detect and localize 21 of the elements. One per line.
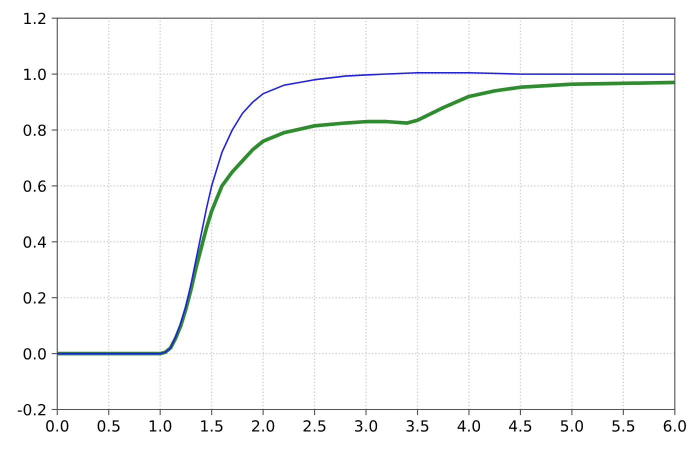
x-tick-label: 5.5: [612, 420, 634, 432]
y-tick-label: 1.2: [24, 12, 46, 24]
y-tick-label: 0.6: [24, 180, 46, 192]
x-tick-label: 1.0: [150, 420, 172, 432]
y-tick-label: 0.8: [24, 124, 46, 136]
y-tick-label: 0.2: [24, 292, 46, 304]
y-tick-label: 0.4: [24, 236, 46, 248]
x-tick-label: 3.5: [406, 420, 428, 432]
y-tick-label: 1.0: [24, 68, 46, 80]
y-tick-label: -0.2: [18, 404, 46, 416]
x-tick-label: 0.0: [46, 420, 68, 432]
x-tick-label: 6.0: [664, 420, 686, 432]
x-tick-label: 3.0: [355, 420, 378, 432]
x-tick-label: 5.0: [560, 420, 584, 432]
x-tick-label: 2.5: [304, 420, 326, 432]
x-tick-label: 4.5: [509, 420, 532, 432]
x-tick-label: 2.0: [252, 420, 274, 432]
x-tick-label: 0.5: [98, 420, 120, 432]
y-tick-label: 0.0: [24, 348, 46, 360]
x-tick-label: 1.5: [201, 420, 222, 432]
x-tick-label: 4.0: [458, 420, 480, 432]
